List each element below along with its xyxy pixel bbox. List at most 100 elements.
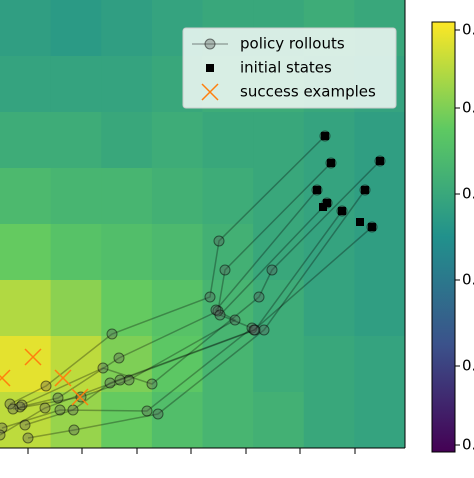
heatmap-cell [151,168,203,225]
heatmap-cell [202,224,254,281]
heatmap-cell [50,280,102,337]
heatmap-cell [0,168,52,225]
heatmap-cell [354,336,405,393]
initial-state [356,218,364,226]
rollout-line [19,162,332,408]
colorbar-tick-label: 0.2 [462,271,474,289]
rollout-point [97,362,109,374]
legend-label: policy rollouts [240,35,345,53]
rollout-point [39,402,51,414]
rollout-point [104,377,116,389]
success-example [24,348,42,366]
heatmap-cell [151,224,203,281]
heatmap-cell [253,336,305,393]
rollout-line [24,226,373,426]
rollout-point [248,324,260,336]
rollout-point [40,380,52,392]
heatmap-cell [354,168,405,225]
heatmap-cell [101,0,153,57]
rollout-point [113,352,125,364]
heatmap-cell [303,392,355,448]
rollout-point [146,378,158,390]
rollout-point [68,424,80,436]
heatmap-cell [101,280,153,337]
colorbar-tick-label: 0.5 [462,21,474,39]
rollout-point [67,404,79,416]
frame [0,0,406,454]
rollout-point [7,403,19,415]
initial-state [338,207,346,215]
heatmap-cell [50,56,102,113]
heatmap-cell [50,112,102,169]
rollout-line [1,202,328,429]
legend-label: success examples [240,83,376,101]
heatmap-cell [151,336,203,393]
heatmap-cell [50,336,102,393]
rollout-line [0,210,343,436]
colorbar-tick-label: 0.3 [462,185,474,203]
heatmap-cell [101,112,153,169]
legend-label: initial states [240,59,332,77]
colorbar-ticks: 0.0 0.1 0.2 0.3 0.4 0.5 [455,21,474,454]
heatmap-cell [354,280,405,337]
legend-box [182,27,397,109]
initial-state [321,132,329,140]
rollout-point [123,374,135,386]
success-example [71,388,89,406]
rollout-point [141,405,153,417]
heatmap-cell [354,392,405,448]
heatmap-cell [253,392,305,448]
rollout-line [12,189,318,410]
heatmap-cell [253,224,305,281]
heatmap-cell [0,0,52,57]
initial-state [376,157,384,165]
colorbar-tick-label: 0.1 [462,357,474,375]
heatmap-cell [303,224,355,281]
heatmap-cell [50,168,102,225]
heatmap-cell [303,336,355,393]
rollout-point [152,408,164,420]
heatmap-cell [202,392,254,448]
rollout-point [229,314,241,326]
heatmap-cell [0,112,52,169]
initial-state [361,186,369,194]
rollout-point [0,429,6,441]
rollout-line [27,189,366,439]
heatmap-cell [101,392,153,448]
initial-state [313,186,321,194]
heatmap-cell [101,336,153,393]
heatmap-cell [101,168,153,225]
rollout-point [106,328,118,340]
rollout-point [54,404,66,416]
heatmap-cell [50,224,102,281]
heatmap-cell [202,112,254,169]
success-example [54,369,72,387]
rollout-point [52,392,64,404]
heatmap-cell [303,168,355,225]
heatmap-cell [354,224,405,281]
colorbar [431,21,456,453]
heatmap-cell [253,112,305,169]
initial-state [319,203,327,211]
heatmap-cell [151,280,203,337]
heatmap-cell [0,56,52,113]
heatmap-cell [0,224,52,281]
legend-marker [201,83,219,101]
heatmap-cell [101,224,153,281]
rollout-line [21,160,381,406]
heatmap-cell [151,392,203,448]
initial-state [327,159,335,167]
x-ticks [27,448,356,454]
success-example [0,369,11,387]
heatmap-cell [303,280,355,337]
heatmap-cell [202,168,254,225]
rollout-point [253,291,265,303]
heatmap-cell [202,336,254,393]
heatmap-cell [253,168,305,225]
heatmap-cell [253,280,305,337]
rollout-point [219,264,231,276]
rollout-point [22,432,34,444]
legend-marker [206,64,214,72]
